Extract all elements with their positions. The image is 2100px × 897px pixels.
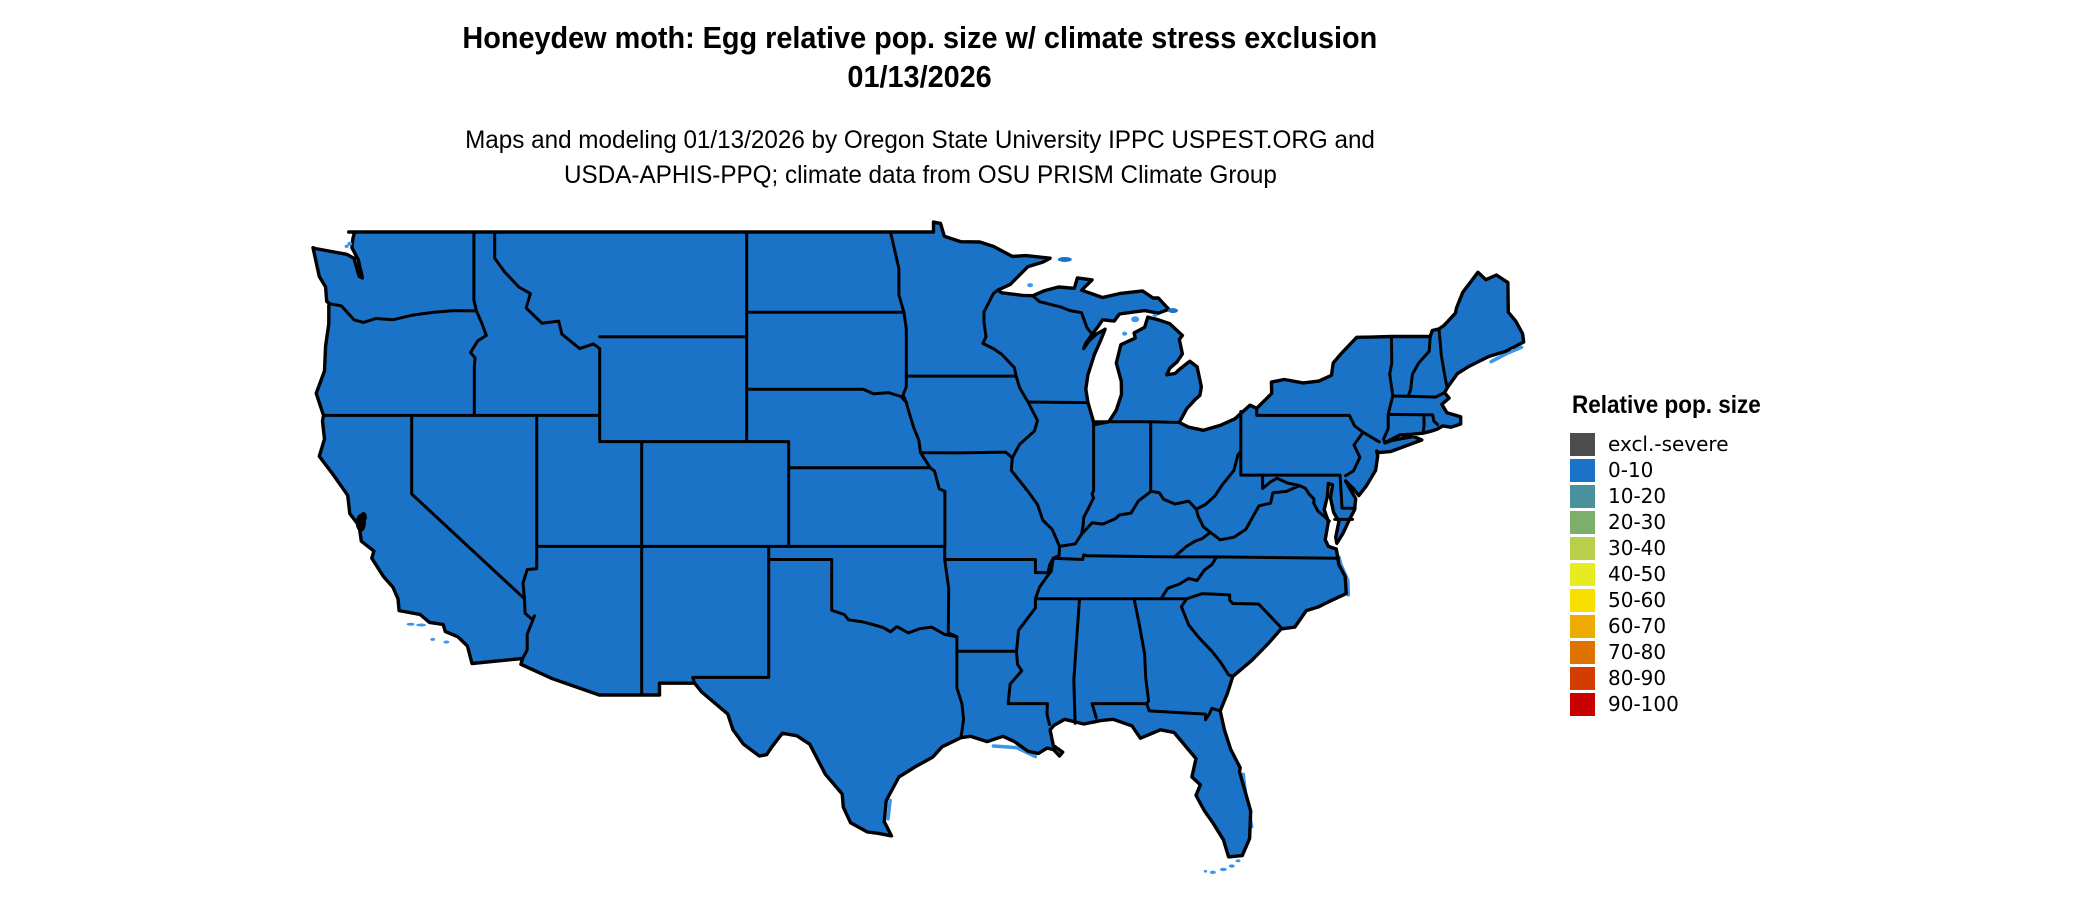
legend-swatch	[1570, 459, 1595, 482]
conus-outline	[311, 220, 1526, 859]
island-speck	[1131, 316, 1140, 323]
legend-label: 30-40	[1608, 536, 1667, 560]
coastal-fringe	[886, 798, 892, 821]
legend-item: 30-40	[1570, 537, 1782, 560]
island-speck	[1203, 869, 1208, 873]
legend-item: 90-100	[1570, 693, 1782, 716]
island-speck	[1510, 348, 1516, 352]
legend-swatch	[1570, 537, 1595, 560]
coastal-fringe	[991, 744, 1038, 759]
sf-bay-detail	[359, 512, 367, 523]
legend-item: 80-90	[1570, 667, 1782, 690]
legend-item: excl.-severe	[1570, 433, 1782, 456]
legend-label: 50-60	[1608, 588, 1667, 612]
legend-swatch	[1570, 641, 1595, 664]
island-speck	[1057, 257, 1072, 263]
legend-label: 40-50	[1608, 562, 1667, 586]
legend-swatch	[1570, 485, 1595, 508]
island-speck	[1027, 283, 1034, 288]
island-speck	[1209, 870, 1216, 875]
island-speck	[1228, 864, 1235, 868]
island-speck	[416, 623, 427, 627]
figure-subtitle: Maps and modeling 01/13/2026 by Oregon S…	[270, 123, 1570, 193]
legend-swatch	[1570, 433, 1595, 456]
state-borders	[322, 230, 1449, 740]
legend-label: excl.-severe	[1608, 432, 1729, 456]
legend-title: Relative pop. size	[1572, 391, 1761, 419]
figure-subtitle-line2: USDA-APHIS-PPQ; climate data from OSU PR…	[563, 161, 1277, 189]
island-speck	[1219, 867, 1227, 872]
legend-item: 10-20	[1570, 485, 1782, 508]
legend-item: 0-10	[1570, 459, 1782, 482]
island-speck	[1494, 356, 1500, 360]
island-speck	[1122, 331, 1128, 336]
legend-label: 70-80	[1608, 640, 1667, 664]
legend-swatch	[1570, 667, 1595, 690]
legend-item: 50-60	[1570, 589, 1782, 612]
figure-title-line1: Honeydew moth: Egg relative pop. size w/…	[462, 20, 1378, 55]
figure-title-date: 01/13/2026	[847, 59, 993, 94]
island-speck	[347, 241, 353, 246]
island-speck	[406, 622, 415, 626]
legend-swatch	[1570, 563, 1595, 586]
legend-item: 40-50	[1570, 563, 1782, 586]
island-speck	[1235, 859, 1241, 863]
legend-rows: excl.-severe 0-10 10-20 20-30 30-40 40-50 50-6…	[1570, 433, 1782, 716]
legend-item: 70-80	[1570, 641, 1782, 664]
legend-swatch	[1570, 693, 1595, 716]
island-speck	[443, 640, 450, 644]
legend-swatch	[1570, 615, 1595, 638]
legend-label: 90-100	[1608, 692, 1679, 716]
island-speck	[430, 637, 436, 641]
legend-label: 10-20	[1608, 484, 1667, 508]
legend-label: 0-10	[1608, 458, 1654, 482]
legend-item: 60-70	[1570, 615, 1782, 638]
figure-header: Honeydew moth: Egg relative pop. size w/…	[270, 18, 1570, 193]
island-speck	[1167, 308, 1178, 314]
legend-label: 60-70	[1608, 614, 1667, 638]
figure-subtitle-line1: Maps and modeling 01/13/2026 by Oregon S…	[465, 126, 1375, 154]
legend-swatch	[1570, 511, 1595, 534]
legend-item: 20-30	[1570, 511, 1782, 534]
legend-label: 20-30	[1608, 510, 1667, 534]
legend: Relative pop. size excl.-severe 0-10 10-20…	[1570, 391, 1782, 719]
legend-swatch	[1570, 589, 1595, 612]
legend-label: 80-90	[1608, 666, 1667, 690]
island-speck	[1152, 313, 1158, 317]
island-speck	[344, 244, 349, 249]
